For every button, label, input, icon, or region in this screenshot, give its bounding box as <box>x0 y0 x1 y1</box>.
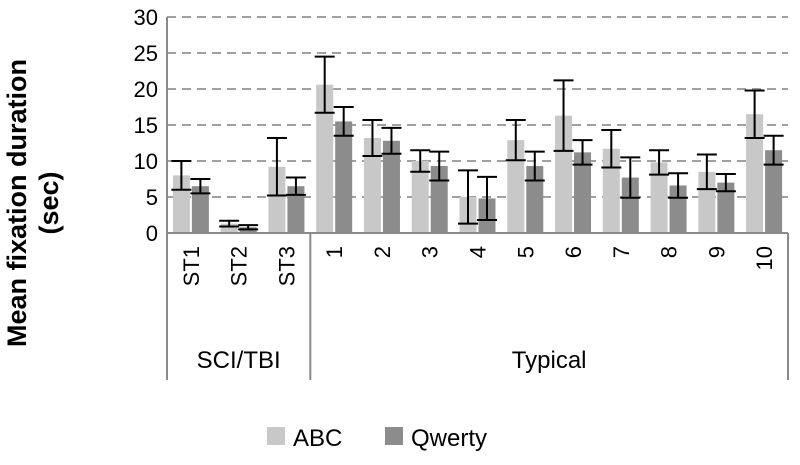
y-tick-label: 0 <box>146 221 158 246</box>
bar-qwerty-7 <box>621 177 639 233</box>
bar-abc-8 <box>650 162 668 233</box>
x-tick-label: 9 <box>704 246 729 258</box>
error-bar-qwerty-5 <box>524 150 545 182</box>
bar-abc-1 <box>316 84 334 234</box>
bar-qwerty-10 <box>765 150 783 233</box>
error-bar-abc-10 <box>744 89 765 139</box>
y-tick-label: 10 <box>134 149 158 174</box>
x-tick-label: 2 <box>370 246 395 258</box>
bar-abc-3 <box>411 161 429 233</box>
group-label-sci-tbi: SCI/TBI <box>197 347 281 374</box>
bar-qwerty-st1 <box>191 186 209 233</box>
bar-qwerty-3 <box>430 166 448 233</box>
error-bar-qwerty-1 <box>333 106 354 137</box>
x-tick-label: 6 <box>561 246 586 258</box>
bar-qwerty-1 <box>335 121 353 233</box>
error-bar-qwerty-st1 <box>190 178 211 195</box>
error-bar-abc-7 <box>601 129 622 169</box>
legend-swatch-abc <box>267 427 285 445</box>
x-tick-label: ST2 <box>227 246 252 286</box>
error-bar-qwerty-7 <box>620 156 641 199</box>
x-tick-label: 1 <box>322 246 347 258</box>
error-bar-abc-st2 <box>219 219 240 228</box>
legend: ABC Qwerty <box>267 425 487 452</box>
bar-qwerty-9 <box>717 182 735 233</box>
error-bars-layer <box>171 55 784 231</box>
x-tick-label: 8 <box>657 246 682 258</box>
error-bar-qwerty-9 <box>715 172 736 193</box>
y-tick-label: 25 <box>134 41 158 66</box>
error-bar-abc-2 <box>362 118 383 157</box>
bar-qwerty-6 <box>574 152 592 233</box>
x-tick-label: 3 <box>418 246 443 258</box>
legend-label-abc: ABC <box>293 425 342 452</box>
error-bar-abc-3 <box>410 149 431 173</box>
axes-layer <box>166 17 789 380</box>
y-axis-label-line1: Mean fixation duration <box>2 59 32 347</box>
bar-abc-5 <box>507 140 525 233</box>
y-tick-label: 30 <box>134 5 158 30</box>
bar-qwerty-st3 <box>287 186 305 233</box>
legend-swatch-qwerty <box>385 427 403 445</box>
y-ticks-layer: 0 5 10 15 20 25 30 <box>134 5 158 246</box>
x-tick-label: ST3 <box>274 246 299 286</box>
x-tick-label: 10 <box>752 246 777 270</box>
y-tick-label: 20 <box>134 77 158 102</box>
legend-label-qwerty: Qwerty <box>411 425 487 452</box>
error-bar-qwerty-st2 <box>238 224 259 231</box>
error-bar-abc-8 <box>649 149 670 176</box>
error-bar-qwerty-8 <box>668 172 689 199</box>
error-bar-abc-st1 <box>171 160 192 191</box>
error-bar-abc-4 <box>458 169 478 225</box>
bar-qwerty-5 <box>526 166 544 233</box>
x-tick-label: ST1 <box>179 246 204 286</box>
category-labels-layer: SCI/TBI Typical ST1 ST2 ST3 1 2 3 4 5 6 7 8 9 10 <box>179 246 777 374</box>
error-bar-abc-6 <box>553 79 574 152</box>
bar-abc-10 <box>746 114 764 233</box>
x-tick-label: 5 <box>513 246 538 258</box>
bar-abc-st3 <box>268 166 286 233</box>
bar-abc-2 <box>363 137 381 233</box>
bar-abc-7 <box>602 148 620 233</box>
error-bar-qwerty-6 <box>572 139 593 166</box>
bars-layer <box>172 84 783 234</box>
bar-abc-9 <box>698 171 716 233</box>
bar-abc-st2 <box>220 223 238 233</box>
error-bar-abc-st3 <box>266 136 287 197</box>
error-bar-qwerty-4 <box>477 175 497 222</box>
error-bar-abc-1 <box>314 55 335 114</box>
y-tick-label: 15 <box>134 113 158 138</box>
error-bar-qwerty-10 <box>763 134 784 166</box>
error-bar-abc-5 <box>505 118 526 162</box>
x-tick-label: 7 <box>609 246 634 258</box>
error-bar-qwerty-st3 <box>285 176 306 196</box>
group-label-typical: Typical <box>512 347 587 374</box>
error-bar-qwerty-2 <box>381 126 402 155</box>
x-tick-label: 4 <box>466 246 491 258</box>
y-tick-label: 5 <box>146 185 158 210</box>
y-axis-label-line2: (sec) <box>34 171 64 234</box>
bar-qwerty-2 <box>382 140 400 233</box>
error-bar-abc-9 <box>696 153 717 191</box>
bar-abc-6 <box>555 115 573 233</box>
error-bar-qwerty-3 <box>429 150 450 182</box>
